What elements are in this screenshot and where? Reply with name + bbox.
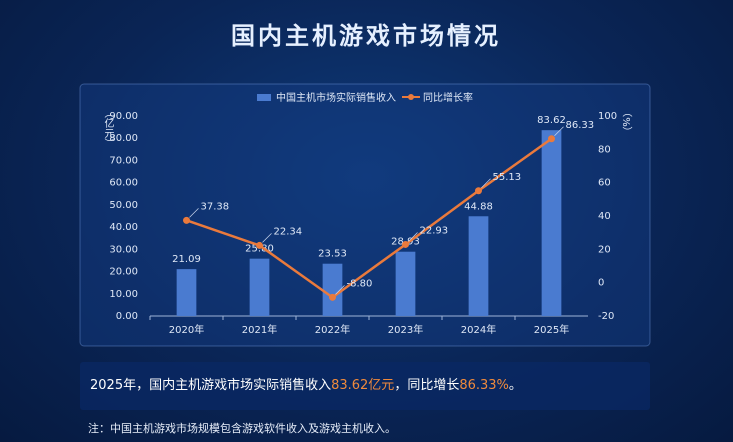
legend-label: 同比增长率 <box>423 91 473 104</box>
label-leader <box>481 178 491 189</box>
y2-tick-label: 0 <box>598 278 604 289</box>
summary: 2025年，国内主机游戏市场实际销售收入83.62亿元，同比增长86.33%。 <box>80 362 650 410</box>
chart: 国内主机游戏市场情况 （亿元） （%） 0.00 10.00 20.00 30.00 4… <box>79 22 651 347</box>
line-point <box>475 187 482 195</box>
summary-highlight: 86.33% <box>459 378 509 393</box>
x-tick-label: 2021年 <box>242 323 277 336</box>
label-leader <box>554 126 564 137</box>
y2-tick-label: 80 <box>598 144 611 155</box>
label-leader <box>335 285 345 295</box>
summary-text: ，同比增长 <box>394 378 460 393</box>
x-tick-label: 2025年 <box>534 323 569 336</box>
panel <box>79 83 651 347</box>
y-tick-label: 40.00 <box>109 222 138 233</box>
line-value-label: 22.34 <box>274 226 303 237</box>
line-value-label: 22.93 <box>420 225 449 236</box>
y2-tick-label: 60 <box>598 178 611 189</box>
x-tick-label: 2022年 <box>315 323 350 336</box>
y2-tick-label: -20 <box>598 311 614 322</box>
bar-value-label: 21.09 <box>172 254 201 265</box>
label-leader <box>408 232 418 242</box>
y-axis-label: （亿元） <box>102 108 114 148</box>
chart-title: 国内主机游戏市场情况 <box>231 22 501 50</box>
y-tick-label: 50.00 <box>109 200 138 211</box>
line-value-label: -8.80 <box>347 278 373 289</box>
label-leader <box>189 208 199 218</box>
y-tick-label: 70.00 <box>109 155 138 166</box>
x-tick-label: 2023年 <box>388 323 423 336</box>
bar <box>176 269 197 316</box>
bar-value-label: 83.62 <box>537 115 566 126</box>
line-point <box>256 241 263 249</box>
summary-text: 2025年，国内主机游戏市场实际销售收入 <box>90 378 332 393</box>
y2-tick-label: 40 <box>598 211 611 222</box>
legend-swatch <box>257 94 271 101</box>
bar <box>541 130 562 316</box>
x-tick-label: 2020年 <box>169 323 204 336</box>
x-tick-label: 2024年 <box>461 323 496 336</box>
line-value-label: 86.33 <box>566 120 595 131</box>
label-leader <box>262 233 272 243</box>
y-tick-label: 20.00 <box>109 267 138 278</box>
y2-axis-label: （%） <box>620 107 632 137</box>
line-value-label: 55.13 <box>493 172 522 183</box>
y-tick-label: 80.00 <box>109 133 138 144</box>
bar-value-label: 44.88 <box>464 201 493 212</box>
summary-highlight: 83.62亿元 <box>331 378 395 393</box>
bar <box>395 251 416 316</box>
line-point <box>183 216 190 224</box>
bar-value-label: 25.80 <box>245 244 274 255</box>
bar <box>468 216 489 316</box>
y-tick-label: 60.00 <box>109 178 138 189</box>
summary-text: 。 <box>508 378 522 393</box>
bar <box>249 258 270 316</box>
line <box>186 137 553 299</box>
y-tick-label: 90.00 <box>109 111 138 122</box>
line-point <box>402 240 409 248</box>
y-tick-label: 10.00 <box>109 289 138 300</box>
legend-swatch <box>408 94 414 100</box>
note: 注：中国主机游戏市场规模包含游戏软件收入及游戏主机收入。 <box>88 422 396 435</box>
bar-value-label: 23.53 <box>318 249 347 260</box>
y-tick-label: 0.00 <box>116 311 138 322</box>
line-point <box>329 293 336 301</box>
legend-label: 中国主机市场实际销售收入 <box>276 91 396 104</box>
line-point <box>548 135 555 143</box>
y-tick-label: 30.00 <box>109 244 138 255</box>
line-value-label: 37.38 <box>201 201 230 212</box>
y2-tick-label: 20 <box>598 244 611 255</box>
y2-tick-label: 100 <box>598 111 617 122</box>
bar <box>322 263 343 316</box>
